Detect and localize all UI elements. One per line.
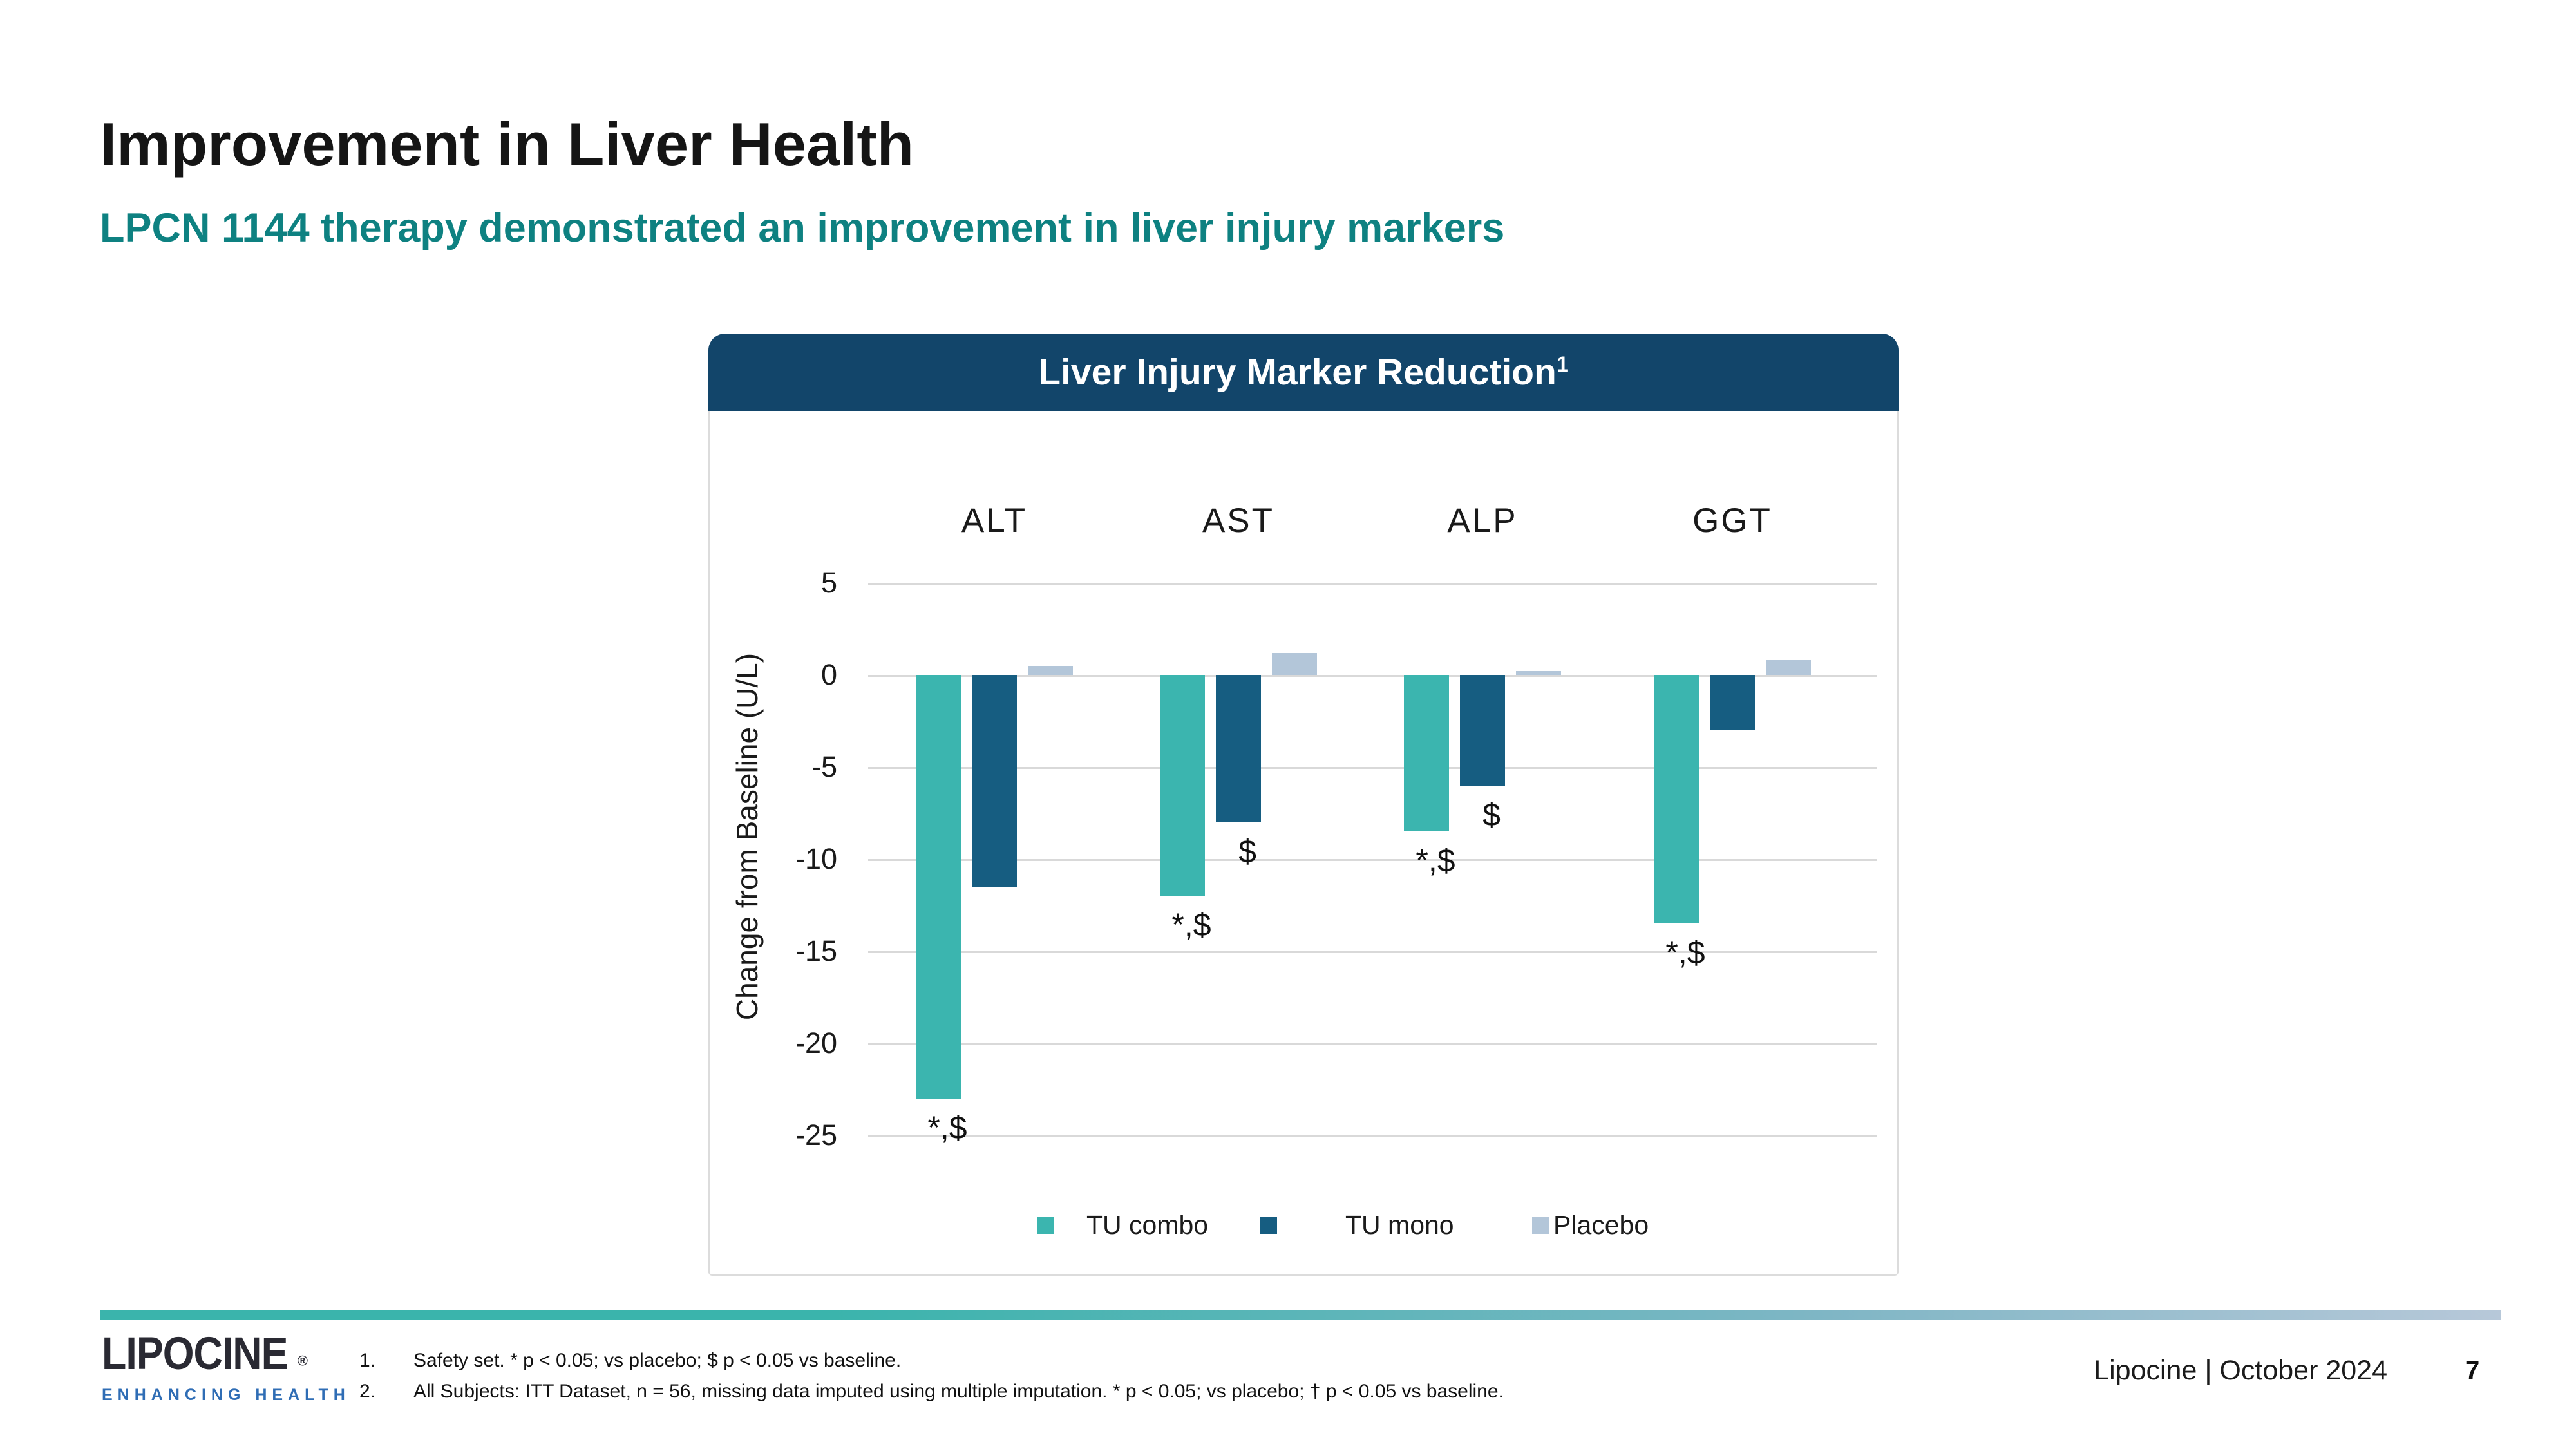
footer-credit: Lipocine | October 2024 [2094, 1355, 2387, 1386]
legend-swatch-placebo [1532, 1216, 1549, 1234]
significance-annotation: $ [1238, 833, 1256, 869]
y-tick-label: -15 [795, 934, 837, 967]
y-tick-label: -10 [795, 842, 837, 875]
legend-label-tu-mono: TU mono [1345, 1209, 1454, 1240]
footnote-1: 1. Safety set. * p < 0.05; vs placebo; $… [359, 1350, 1504, 1372]
legend-swatch-tu-combo [1037, 1216, 1054, 1234]
legend-item-tu-combo: TU combo [1037, 1206, 1208, 1244]
y-tick-label: -5 [811, 750, 837, 783]
bar-alp-tu-mono [1460, 675, 1505, 786]
page-title: Improvement in Liver Health [100, 110, 914, 178]
bar-alt-placebo [1028, 665, 1073, 675]
bar-alp-tu-combo [1404, 675, 1449, 832]
bar-ggt-tu-mono [1710, 675, 1755, 730]
bar-ggt-tu-combo [1654, 675, 1699, 924]
category-label-ast: AST [1202, 502, 1275, 540]
chart-panel-title-superscript: 1 [1556, 352, 1569, 377]
legend-swatch-tu-mono [1260, 1216, 1277, 1234]
y-axis-title: Change from Baseline (U/L) [730, 652, 764, 1021]
significance-annotation: *,$ [927, 1109, 967, 1146]
significance-annotation: *,$ [1665, 934, 1705, 971]
gridline-y-0 [868, 675, 1877, 677]
footnote-2-text: All Subjects: ITT Dataset, n = 56, missi… [413, 1381, 1504, 1402]
bar-alp-placebo [1516, 671, 1561, 675]
registered-trademark-icon: ® [297, 1352, 308, 1369]
chart-panel-title: Liver Injury Marker Reduction [1038, 352, 1557, 393]
footnote-1-number: 1. [359, 1350, 376, 1371]
category-label-alp: ALP [1447, 502, 1518, 540]
gridline-y--20 [868, 1043, 1877, 1045]
gridline-y--25 [868, 1135, 1877, 1137]
category-label-alt: ALT [961, 502, 1028, 540]
chart-panel-header: Liver Injury Marker Reduction1 [708, 334, 1899, 411]
category-label-ggt: GGT [1692, 502, 1772, 540]
gridline-y--10 [868, 859, 1877, 861]
footnotes: 1. Safety set. * p < 0.05; vs placebo; $… [359, 1350, 1504, 1412]
gridline-y--5 [868, 767, 1877, 769]
significance-annotation: *,$ [1171, 907, 1211, 943]
chart-card: Liver Injury Marker Reduction1 Change fr… [708, 334, 1899, 1276]
significance-annotation: *,$ [1416, 842, 1455, 879]
bar-alt-tu-mono [972, 675, 1017, 887]
significance-annotation: $ [1482, 796, 1501, 833]
bar-ast-tu-mono [1216, 675, 1261, 822]
bar-ast-placebo [1272, 652, 1317, 675]
legend-item-tu-mono: TU mono [1260, 1206, 1454, 1244]
footnote-2-number: 2. [359, 1381, 376, 1402]
gridline-y--15 [868, 951, 1877, 953]
lipocine-logo: LIPOCINE ® ENHANCING HEALTH [102, 1327, 350, 1405]
bar-ast-tu-combo [1160, 675, 1205, 896]
y-tick-label: 5 [820, 566, 837, 599]
legend-label-placebo: Placebo [1553, 1209, 1649, 1240]
footnote-1-text: Safety set. * p < 0.05; vs placebo; $ p … [413, 1350, 902, 1371]
bar-ggt-placebo [1766, 660, 1811, 675]
page-number: 7 [2465, 1356, 2480, 1385]
logo-tagline: ENHANCING HEALTH [102, 1386, 350, 1404]
logo-wordmark: LIPOCINE [102, 1327, 288, 1379]
chart-legend: TU combo TU mono Placebo [710, 1206, 1897, 1244]
y-tick-label: 0 [820, 658, 837, 691]
bar-alt-tu-combo [916, 675, 961, 1099]
legend-item-placebo: Placebo [1532, 1206, 1649, 1244]
y-tick-label: -20 [795, 1027, 837, 1059]
legend-label-tu-combo: TU combo [1086, 1209, 1209, 1240]
gridline-y-5 [868, 583, 1877, 585]
page-subtitle: LPCN 1144 therapy demonstrated an improv… [100, 205, 1505, 251]
y-tick-label: -25 [795, 1119, 837, 1151]
footer-divider [100, 1310, 2501, 1320]
footnote-2: 2. All Subjects: ITT Dataset, n = 56, mi… [359, 1381, 1504, 1403]
